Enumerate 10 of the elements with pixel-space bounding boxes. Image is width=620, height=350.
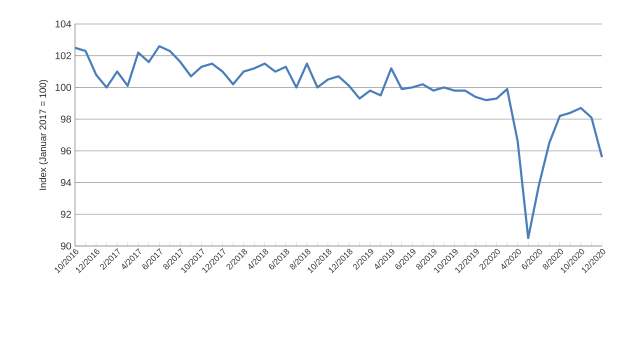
y-tick-label: 98 — [60, 116, 72, 123]
y-axis-title: Index (Januar 2017 = 100) — [39, 80, 48, 190]
y-tick-label: 92 — [60, 210, 71, 218]
y-tick-label: 104 — [56, 20, 72, 28]
y-tick-label: 102 — [56, 52, 71, 60]
y-tick-label: 96 — [60, 147, 72, 154]
line-series — [74, 45, 604, 240]
y-tick-label: 90 — [60, 242, 72, 250]
y-tick-label: 100 — [56, 84, 72, 91]
y-tick-label: 94 — [60, 179, 72, 186]
